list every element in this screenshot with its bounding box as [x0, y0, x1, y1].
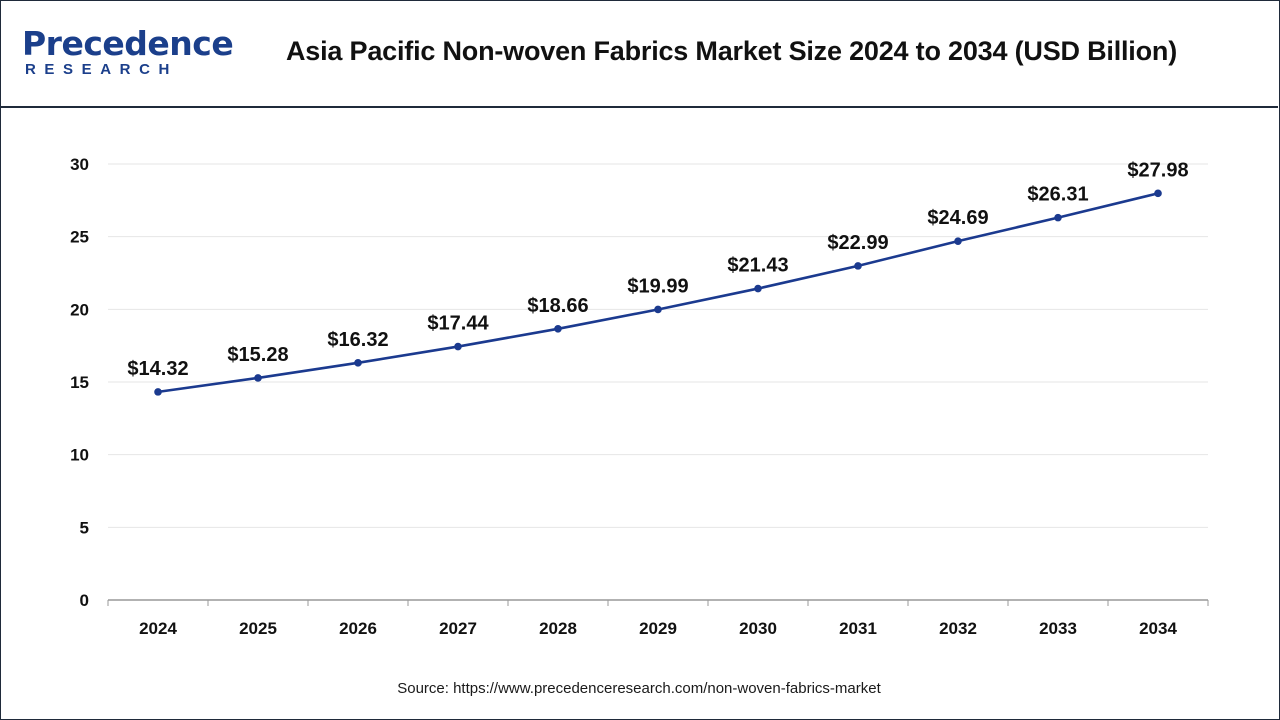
x-tick-label: 2030 [739, 619, 777, 638]
data-point [354, 359, 362, 367]
y-tick-label: 20 [70, 300, 89, 319]
x-tick-label: 2027 [439, 619, 477, 638]
x-tick-label: 2033 [1039, 619, 1077, 638]
data-point [554, 325, 562, 333]
x-tick-label: 2034 [1139, 619, 1177, 638]
data-label: $14.32 [127, 358, 188, 380]
data-point [1154, 189, 1162, 198]
logo-sub-text: RESEARCH [25, 61, 178, 78]
x-tick-label: 2024 [139, 619, 177, 638]
x-tick-label: 2032 [939, 619, 977, 638]
y-tick-label: 5 [80, 518, 89, 537]
data-point [654, 305, 662, 314]
data-label: $21.43 [727, 255, 788, 277]
data-point [854, 262, 862, 270]
data-point [754, 284, 762, 293]
x-tick-label: 2029 [639, 619, 677, 638]
data-label: $16.32 [327, 329, 388, 351]
y-tick-label: 30 [70, 155, 89, 174]
y-tick-label: 15 [70, 373, 89, 392]
data-point [154, 388, 162, 396]
data-label: $22.99 [827, 232, 888, 254]
logo-main-text: Precedence [22, 24, 234, 63]
data-label: $24.69 [927, 207, 988, 229]
x-tick-label: 2031 [839, 619, 877, 638]
data-point [454, 342, 462, 351]
data-label: $15.28 [227, 344, 288, 366]
data-label: $19.99 [627, 275, 688, 297]
source-note: Source: https://www.precedenceresearch.c… [397, 680, 881, 697]
precedence-research-logo: Precedence RESEARCH [22, 26, 234, 84]
header: Precedence RESEARCH Asia Pacific Non-wov… [0, 0, 1278, 108]
data-point [954, 237, 962, 245]
y-tick-label: 25 [70, 228, 89, 247]
data-label: $17.44 [427, 313, 489, 335]
x-tick-label: 2028 [539, 619, 577, 638]
data-label: $18.66 [527, 295, 588, 317]
data-label: $26.31 [1027, 184, 1088, 206]
x-tick-label: 2026 [339, 619, 377, 638]
x-tick-label: 2025 [239, 619, 277, 638]
data-label: $27.98 [1127, 159, 1188, 181]
chart-title: Asia Pacific Non-woven Fabrics Market Si… [286, 36, 1177, 66]
data-point [1054, 213, 1062, 222]
y-tick-label: 10 [70, 446, 89, 465]
data-point [254, 374, 262, 382]
y-tick-label: 0 [80, 591, 89, 610]
